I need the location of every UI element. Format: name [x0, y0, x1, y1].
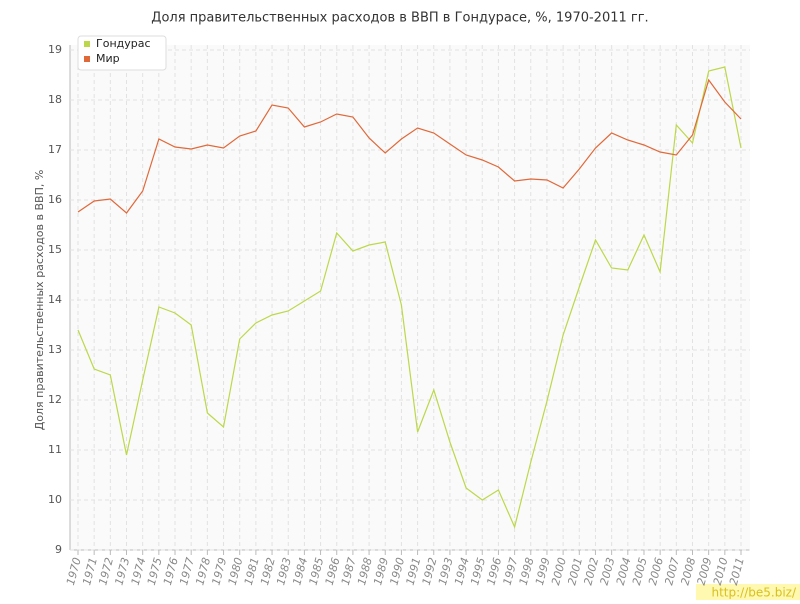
y-tick-label: 11 — [48, 443, 62, 456]
y-tick-label: 18 — [48, 93, 62, 106]
y-tick-label: 15 — [48, 243, 62, 256]
watermark: http://be5.biz/ — [711, 586, 796, 600]
series-line — [77, 78, 742, 214]
y-tick-label: 13 — [48, 343, 62, 356]
series-line — [77, 66, 742, 529]
y-axis-label: Доля правительственных расходов в ВВП, % — [33, 170, 46, 431]
legend-swatch — [84, 41, 90, 47]
legend-label: Мир — [96, 52, 120, 65]
chart-title: Доля правительственных расходов в ВВП в … — [151, 11, 648, 26]
plot-area — [70, 45, 750, 550]
y-tick-label: 12 — [48, 393, 62, 406]
y-tick-label: 9 — [55, 543, 62, 556]
legend-box — [77, 35, 167, 71]
legend-label: Гондурас — [96, 37, 151, 50]
y-tick-label: 19 — [48, 43, 62, 56]
y-tick-label: 16 — [48, 193, 62, 206]
y-tick-label: 14 — [48, 293, 62, 306]
y-tick-label: 17 — [48, 143, 62, 156]
legend-swatch — [84, 56, 90, 62]
y-tick-label: 10 — [48, 493, 62, 506]
watermark-bg — [696, 584, 800, 600]
